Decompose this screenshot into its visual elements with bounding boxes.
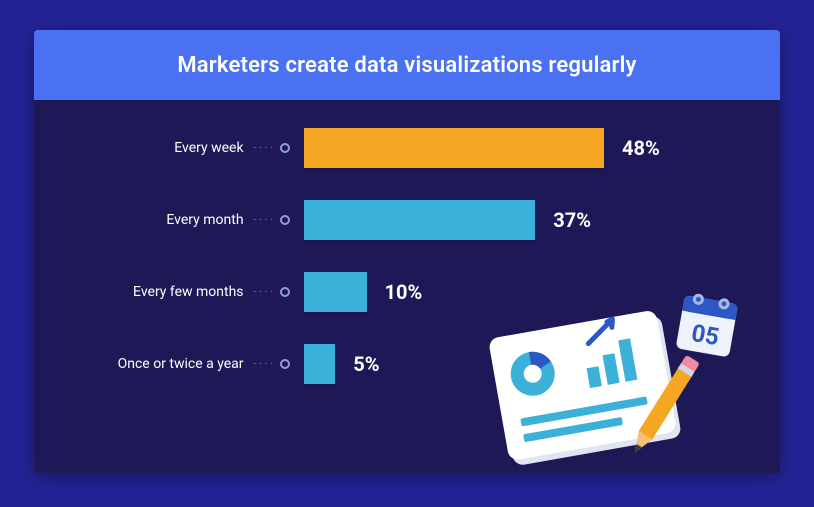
connector-ring-icon: [280, 143, 290, 153]
bar-value: 10%: [385, 280, 423, 304]
bar-label: Every few months: [133, 284, 244, 300]
infographic-card: Marketers create data visualizations reg…: [34, 30, 780, 473]
bar: [304, 128, 604, 168]
bar-value: 5%: [353, 352, 379, 376]
bar-track: 10%: [304, 272, 422, 312]
connector-dots: ····: [254, 359, 290, 370]
bar-row: Every week ···· 48%: [34, 128, 780, 168]
bar-label-wrap: Every week ····: [34, 140, 296, 156]
connector-ring-icon: [280, 215, 290, 225]
bar-track: 5%: [304, 344, 380, 384]
bar-label: Once or twice a year: [118, 356, 244, 372]
header: Marketers create data visualizations reg…: [34, 30, 780, 100]
bar: [304, 272, 367, 312]
bar-label: Every month: [166, 212, 243, 228]
bar-label-wrap: Once or twice a year ····: [34, 356, 296, 372]
bar-value: 48%: [622, 136, 660, 160]
bar-track: 37%: [304, 200, 591, 240]
connector-dots: ····: [254, 143, 290, 154]
chart-body: Every week····48%Every month····37%Every…: [34, 100, 780, 473]
connector-dots: ····: [254, 215, 290, 226]
bar-row: Every few months ···· 10%: [34, 272, 780, 312]
bar: [304, 200, 535, 240]
bar-label-wrap: Every few months ····: [34, 284, 296, 300]
bar-row: Once or twice a year ···· 5%: [34, 344, 780, 384]
bar-track: 48%: [304, 128, 660, 168]
bar-row: Every month ···· 37%: [34, 200, 780, 240]
page: Marketers create data visualizations reg…: [0, 0, 814, 507]
connector-ring-icon: [280, 359, 290, 369]
connector-dots: ····: [254, 287, 290, 298]
page-title: Marketers create data visualizations reg…: [177, 53, 636, 78]
connector-ring-icon: [280, 287, 290, 297]
bar-label-wrap: Every month ····: [34, 212, 296, 228]
bar: [304, 344, 335, 384]
bar-value: 37%: [553, 208, 591, 232]
bar-label: Every week: [174, 140, 243, 156]
bar-rows: Every week····48%Every month····37%Every…: [34, 128, 780, 384]
